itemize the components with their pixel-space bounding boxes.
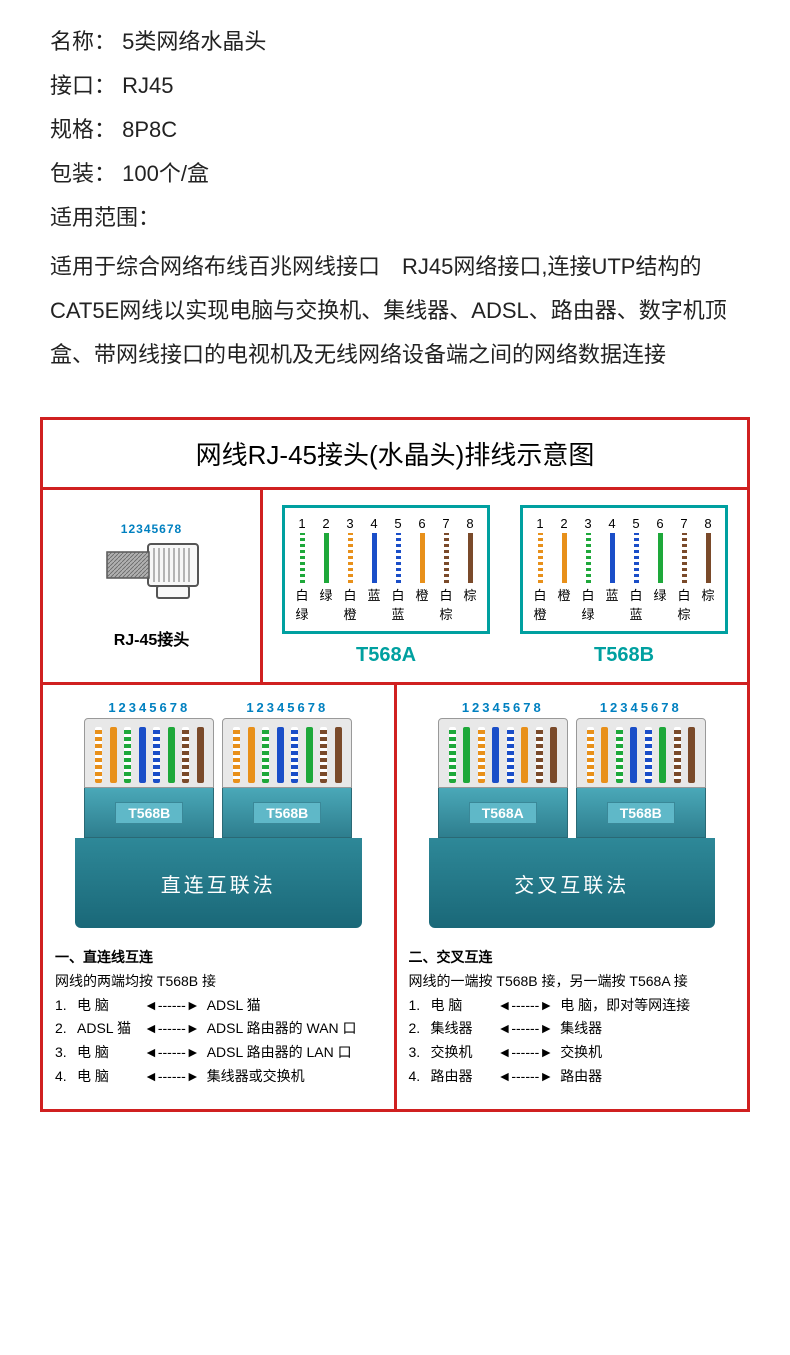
spec-spec-label: 规格： <box>50 108 116 152</box>
cross-label: 交叉互联法 <box>429 838 716 928</box>
method-cross: 12345678 T568A 12345678 T568B 交叉互联法 二、交叉互连… <box>397 685 748 1109</box>
wire-pin: 1白橙 <box>529 516 551 623</box>
list-item: 2.集线器◄------►集线器 <box>409 1017 736 1041</box>
wiring-diagram: 网线RJ-45接头(水晶头)排线示意图 12345678 <box>40 417 750 1112</box>
spec-spec-value: 8P8C <box>122 117 177 142</box>
rj45-pin-numbers: 12345678 <box>121 522 182 536</box>
wire-pin: 2橙 <box>553 516 575 623</box>
t568b-block: 1白橙2橙 3白绿4蓝 5白蓝6绿 7白棕8棕 T568B <box>520 505 728 667</box>
wire-pin: 6橙 <box>411 516 433 623</box>
connector-tag: T568B <box>607 802 675 824</box>
straight-list: 1.电 脑◄------►ADSL 猫2.ADSL 猫◄------►ADSL … <box>55 994 382 1089</box>
t568a-block: 1白绿2绿 3白橙4蓝 5白蓝6橙 7白棕8棕 T568A <box>282 505 490 667</box>
spec-package-value: 100个/盒 <box>122 161 209 186</box>
bottom-section: 12345678 T568B 12345678 T568B 直连互联法 一、直连线互… <box>43 685 747 1109</box>
spec-spec: 规格： 8P8C <box>50 108 740 152</box>
connector-tag: T568B <box>115 802 183 824</box>
t568a-name: T568A <box>282 644 490 667</box>
spec-scope-label: 适用范围： <box>50 196 740 240</box>
connector-body: T568B <box>84 718 214 838</box>
list-item: 3.交换机◄------►交换机 <box>409 1041 736 1065</box>
wire-pin: 8棕 <box>459 516 481 623</box>
standards-column: 1白绿2绿 3白橙4蓝 5白蓝6橙 7白棕8棕 T568A 1白橙2橙 3白绿4… <box>263 490 747 682</box>
spec-interface-label: 接口： <box>50 64 116 108</box>
rj45-plug-icon <box>102 538 202 618</box>
spec-name: 名称： 5类网络水晶头 <box>50 20 740 64</box>
straight-text: 一、直连线互连 网线的两端均按 T568B 接 1.电 脑◄------►ADS… <box>55 946 382 1089</box>
wire-pin: 3白绿 <box>577 516 599 623</box>
spec-package: 包装： 100个/盒 <box>50 152 740 196</box>
spec-name-value: 5类网络水晶头 <box>122 29 266 54</box>
straight-heading: 一、直连线互连 <box>55 946 382 970</box>
wire-pin: 7白棕 <box>435 516 457 623</box>
cross-conn-right: 12345678 T568B <box>576 700 706 838</box>
list-item: 1.电 脑◄------►ADSL 猫 <box>55 994 382 1018</box>
t568b-name: T568B <box>520 644 728 667</box>
straight-label: 直连互联法 <box>75 838 362 928</box>
wire-pin: 7白棕 <box>673 516 695 623</box>
cross-connectors: 12345678 T568A 12345678 T568B <box>409 700 736 838</box>
connector-body: T568B <box>222 718 352 838</box>
wire-pin: 6绿 <box>649 516 671 623</box>
cross-sub: 网线的一端按 T568B 接，另一端按 T568A 接 <box>409 970 736 994</box>
connector-pin-numbers: 12345678 <box>600 700 682 715</box>
t568a-box: 1白绿2绿 3白橙4蓝 5白蓝6橙 7白棕8棕 <box>282 505 490 634</box>
wire-pin: 4蓝 <box>363 516 385 623</box>
cross-list: 1.电 脑◄------►电 脑，即对等网连接2.集线器◄------►集线器3… <box>409 994 736 1089</box>
straight-conn-right: 12345678 T568B <box>222 700 352 838</box>
list-item: 2.ADSL 猫◄------►ADSL 路由器的 WAN 口 <box>55 1017 382 1041</box>
cross-heading: 二、交叉互连 <box>409 946 736 970</box>
cross-text: 二、交叉互连 网线的一端按 T568B 接，另一端按 T568A 接 1.电 脑… <box>409 946 736 1089</box>
spec-scope-text: 适用于综合网络布线百兆网线接口 RJ45网络接口,连接UTP结构的CAT5E网线… <box>50 245 740 377</box>
t568b-wires: 1白橙2橙 3白绿4蓝 5白蓝6绿 7白棕8棕 <box>529 516 719 623</box>
spec-interface-value: RJ45 <box>122 73 173 98</box>
diagram-title: 网线RJ-45接头(水晶头)排线示意图 <box>43 420 747 490</box>
straight-connectors: 12345678 T568B 12345678 T568B <box>55 700 382 838</box>
straight-conn-left: 12345678 T568B <box>84 700 214 838</box>
connector-tag: T568A <box>469 802 537 824</box>
wire-pin: 4蓝 <box>601 516 623 623</box>
top-section: 12345678 RJ-45接头 <box>43 490 747 685</box>
connector-body: T568A <box>438 718 568 838</box>
method-straight: 12345678 T568B 12345678 T568B 直连互联法 一、直连线互… <box>43 685 397 1109</box>
wire-pin: 8棕 <box>697 516 719 623</box>
connector-pin-numbers: 12345678 <box>108 700 190 715</box>
connector-pin-numbers: 12345678 <box>462 700 544 715</box>
list-item: 3.电 脑◄------►ADSL 路由器的 LAN 口 <box>55 1041 382 1065</box>
spec-interface: 接口： RJ45 <box>50 64 740 108</box>
connector-pin-numbers: 12345678 <box>246 700 328 715</box>
straight-sub: 网线的两端均按 T568B 接 <box>55 970 382 994</box>
spec-block: 名称： 5类网络水晶头 接口： RJ45 规格： 8P8C 包装： 100个/盒… <box>0 0 790 397</box>
wire-pin: 3白橙 <box>339 516 361 623</box>
connector-body: T568B <box>576 718 706 838</box>
spec-name-label: 名称： <box>50 20 116 64</box>
list-item: 4.路由器◄------►路由器 <box>409 1065 736 1089</box>
spec-package-label: 包装： <box>50 152 116 196</box>
wire-pin: 1白绿 <box>291 516 313 623</box>
rj45-column: 12345678 RJ-45接头 <box>43 490 263 682</box>
wire-pin: 5白蓝 <box>625 516 647 623</box>
cross-conn-left: 12345678 T568A <box>438 700 568 838</box>
rj45-label: RJ-45接头 <box>114 626 190 650</box>
t568b-box: 1白橙2橙 3白绿4蓝 5白蓝6绿 7白棕8棕 <box>520 505 728 634</box>
list-item: 1.电 脑◄------►电 脑，即对等网连接 <box>409 994 736 1018</box>
list-item: 4.电 脑◄------►集线器或交换机 <box>55 1065 382 1089</box>
wire-pin: 5白蓝 <box>387 516 409 623</box>
t568a-wires: 1白绿2绿 3白橙4蓝 5白蓝6橙 7白棕8棕 <box>291 516 481 623</box>
wire-pin: 2绿 <box>315 516 337 623</box>
connector-tag: T568B <box>253 802 321 824</box>
